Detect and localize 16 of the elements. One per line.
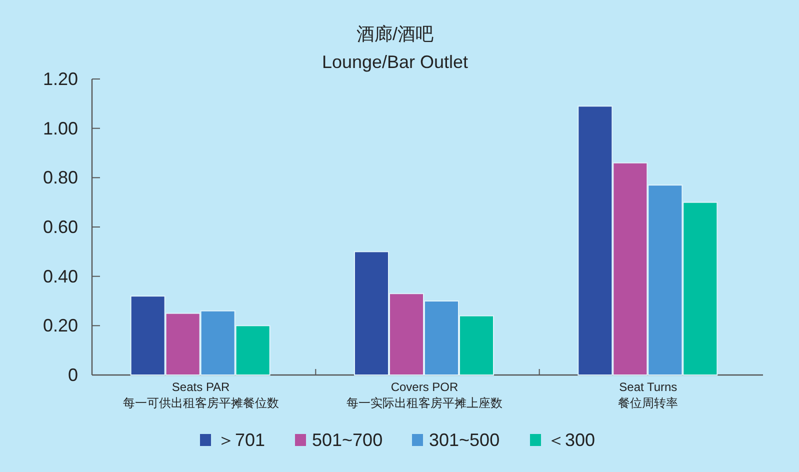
legend-label: ＜300 — [547, 430, 596, 450]
y-tick-label: 1.20 — [42, 69, 78, 89]
y-tick-label: 0.40 — [42, 266, 78, 286]
x-tick-label: Covers POR 每一实际出租客房平摊上座数 — [346, 380, 502, 410]
legend-label: 301~500 — [429, 430, 500, 450]
y-tick-label: 0.20 — [42, 316, 78, 336]
y-tick-label: 0.80 — [42, 168, 78, 188]
legend-label: ＞701 — [217, 430, 266, 450]
chart-subtitle: Lounge/Bar Outlet — [322, 52, 468, 72]
y-tick-label: 0 — [68, 365, 78, 385]
chart-title: 酒廊/酒吧 — [356, 24, 434, 44]
legend-label: 501~700 — [312, 430, 383, 450]
x-tick-label: Seat Turns 餐位周转率 — [618, 380, 678, 410]
y-tick-label: 1.00 — [42, 118, 78, 138]
y-tick-label: 0.60 — [42, 217, 78, 237]
x-tick-label: Seats PAR 每一可供出租客房平摊餐位数 — [122, 380, 279, 410]
